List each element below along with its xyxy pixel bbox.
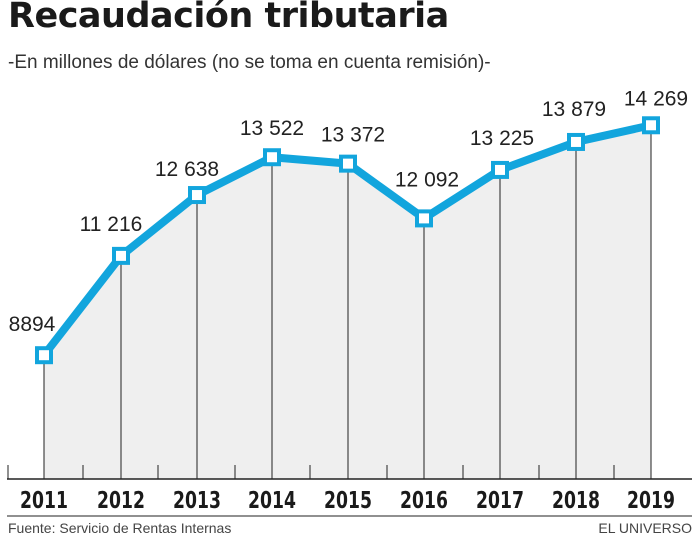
data-point-2013	[188, 186, 206, 205]
chart-title: Recaudación tributaria	[8, 0, 449, 36]
data-label-2016: 12 092	[395, 168, 459, 191]
chart-subtitle: -En millones de dólares (no se toma en c…	[8, 52, 491, 73]
data-point-2011	[35, 346, 53, 365]
x-tick-label-2014: 2014	[248, 486, 296, 513]
data-label-2019: 14 269	[624, 87, 688, 110]
source-note: Fuente: Servicio de Rentas Internas	[8, 520, 232, 536]
data-label-2013: 12 638	[155, 158, 219, 181]
data-label-2017: 13 225	[470, 127, 534, 150]
data-point-2016	[415, 209, 433, 228]
x-tick-label-2019: 2019	[627, 486, 675, 513]
data-point-2017	[491, 160, 509, 179]
data-point-2014	[263, 148, 281, 167]
brand-logo: EL UNIVERSO	[598, 520, 692, 536]
x-tick-label-2018: 2018	[552, 486, 600, 513]
data-point-2018	[567, 132, 585, 151]
data-point-2019	[642, 116, 660, 135]
x-tick-label-2015: 2015	[324, 486, 372, 513]
x-tick-label-2017: 2017	[476, 486, 524, 513]
x-tick-label-2016: 2016	[400, 486, 448, 513]
data-label-2015: 13 372	[321, 124, 385, 147]
data-label-2014: 13 522	[240, 117, 304, 140]
data-label-2012: 11 216	[80, 213, 143, 236]
x-tick-label-2012: 2012	[97, 486, 145, 513]
data-point-2015	[339, 154, 357, 173]
x-tick-label-2011: 2011	[20, 486, 68, 513]
x-tick-label-2013: 2013	[173, 486, 221, 513]
data-label-2018: 13 879	[542, 98, 606, 121]
data-label-2011: 8894	[9, 313, 56, 336]
data-point-2012	[112, 246, 130, 265]
